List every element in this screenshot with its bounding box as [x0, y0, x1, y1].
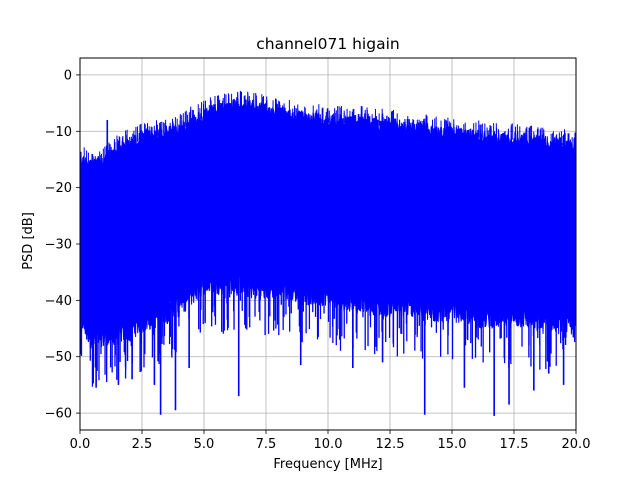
y-tick-label: −30 — [45, 238, 72, 253]
y-tick-label: −40 — [45, 294, 72, 309]
y-tick-label: −20 — [45, 181, 72, 196]
y-axis: 0 −10 −20 −30 −40 −50 −60 — [45, 68, 80, 422]
x-tick-label: 12.5 — [376, 437, 405, 452]
y-tick-label: 0 — [64, 68, 72, 83]
x-axis-label: Frequency [MHz] — [273, 457, 382, 472]
y-tick-label: −50 — [45, 350, 72, 365]
y-axis-label: PSD [dB] — [21, 212, 36, 270]
y-tick-label: −60 — [45, 407, 72, 422]
x-tick-label: 2.5 — [132, 437, 153, 452]
x-tick-label: 10.0 — [314, 437, 343, 452]
x-tick-label: 5.0 — [194, 437, 215, 452]
x-tick-label: 15.0 — [438, 437, 467, 452]
chart-title: channel071 higain — [256, 35, 399, 53]
x-tick-label: 0.0 — [70, 437, 91, 452]
x-tick-label: 17.5 — [500, 437, 529, 452]
x-tick-label: 20.0 — [562, 437, 591, 452]
psd-series — [79, 90, 577, 416]
x-axis: 0.0 2.5 5.0 7.5 10.0 12.5 15.0 17.5 20.0 — [70, 430, 591, 452]
x-tick-label: 7.5 — [256, 437, 277, 452]
y-tick-label: −10 — [45, 125, 72, 140]
